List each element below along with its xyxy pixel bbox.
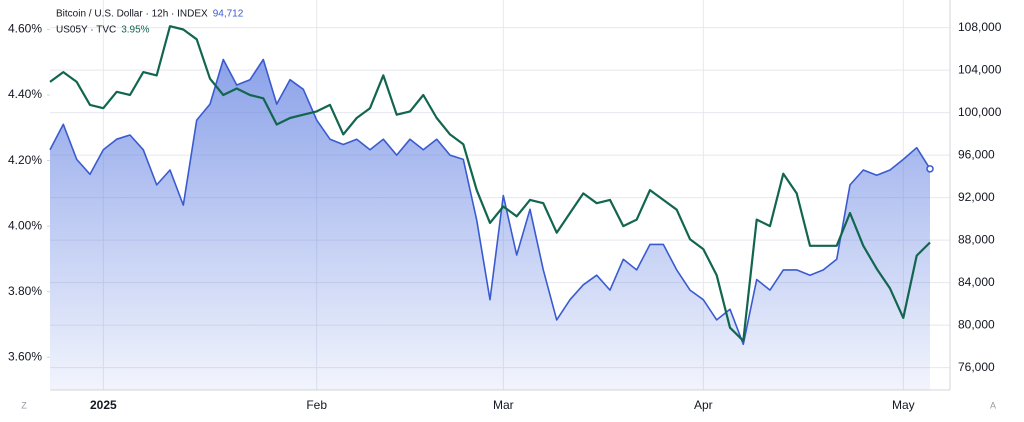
y2-tick-label: 80,000 bbox=[958, 317, 995, 331]
legend-value: 94,712 bbox=[213, 9, 244, 20]
y2-tick-label: 100,000 bbox=[958, 105, 1002, 119]
legend-value: 3.95% bbox=[121, 25, 149, 36]
y-tick-label: 4.40% bbox=[8, 87, 42, 101]
legend-name: US05Y · TVC bbox=[56, 25, 116, 36]
x-tick-label: Mar bbox=[493, 398, 514, 412]
y-tick-label: 4.00% bbox=[8, 218, 42, 232]
y-tick-label: 4.20% bbox=[8, 153, 42, 167]
series-line bbox=[49, 58, 931, 346]
y-tick-label: 4.60% bbox=[8, 22, 42, 36]
y2-tick-label: 104,000 bbox=[958, 62, 1002, 76]
y2-tick-label: 88,000 bbox=[958, 232, 995, 246]
y2-tick-label: 92,000 bbox=[958, 190, 995, 204]
x-tick-label: Apr bbox=[694, 398, 713, 412]
y2-tick-label: 96,000 bbox=[958, 147, 995, 161]
zoom-button[interactable]: Z bbox=[21, 400, 27, 410]
x-tick-label: 2025 bbox=[90, 398, 117, 412]
legend-name: Bitcoin / U.S. Dollar · 12h · INDEX bbox=[56, 9, 208, 20]
y2-tick-label: 84,000 bbox=[958, 275, 995, 289]
y-tick-label: 3.80% bbox=[8, 284, 42, 298]
y-tick-label: 3.60% bbox=[8, 349, 42, 363]
last-point bbox=[926, 165, 934, 173]
y2-tick-label: 108,000 bbox=[958, 20, 1002, 34]
series-line bbox=[49, 25, 931, 342]
x-tick-label: Feb bbox=[306, 398, 327, 412]
auto-button[interactable]: A bbox=[990, 400, 996, 410]
series-area bbox=[50, 59, 930, 390]
x-tick-label: May bbox=[892, 398, 915, 412]
y2-tick-label: 76,000 bbox=[958, 360, 995, 374]
